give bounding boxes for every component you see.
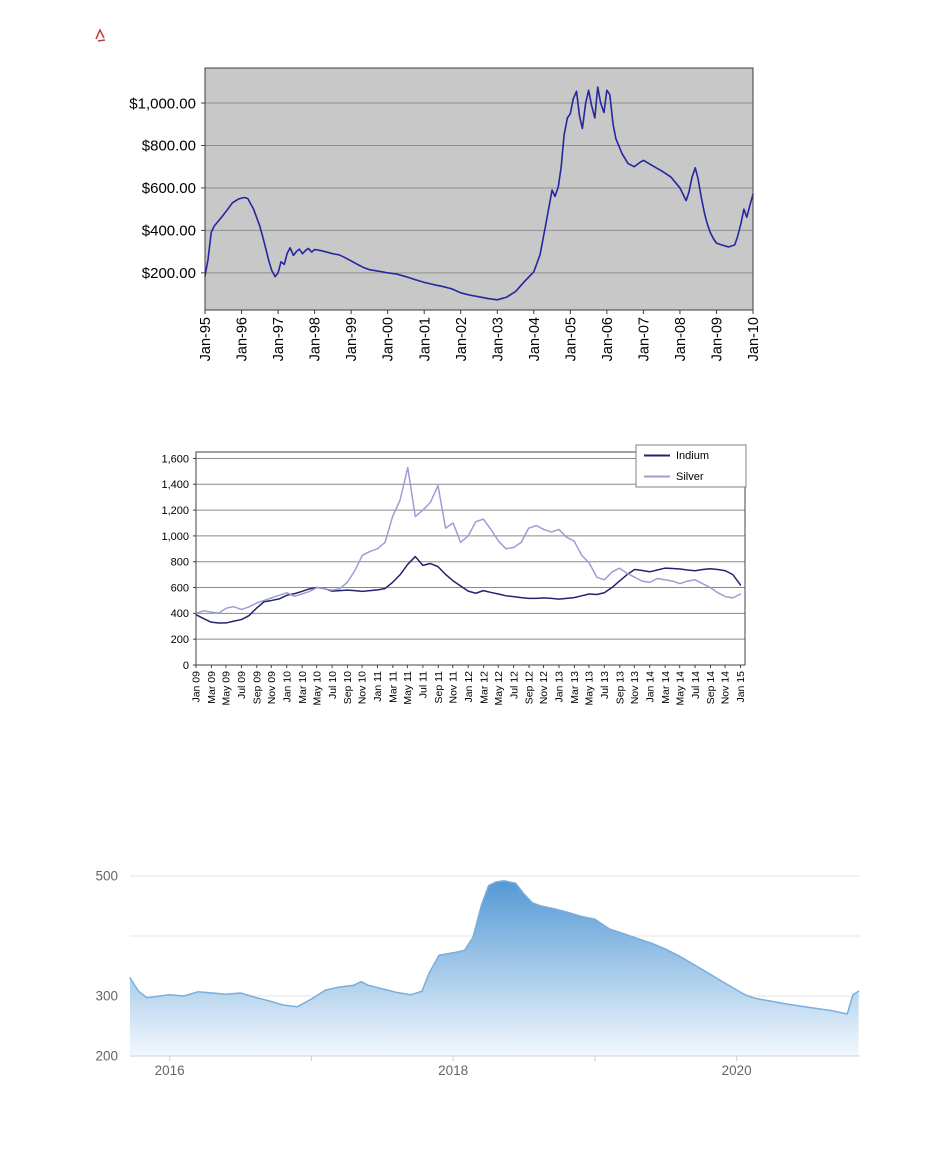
x-tick-label: Jul 10 (327, 671, 339, 699)
x-tick-label: Jan 09 (191, 671, 203, 703)
x-tick-label: May 09 (221, 671, 233, 706)
series-line-value (129, 880, 860, 1015)
x-tick-label: Nov 14 (720, 671, 732, 704)
x-tick-label: Sep 12 (524, 671, 536, 704)
x-tick-label: Mar 09 (206, 671, 218, 704)
x-tick-label: Nov 11 (447, 671, 459, 704)
series-line-price (204, 86, 754, 301)
x-tick-label: Jan 12 (463, 671, 475, 703)
x-tick-label: Jul 13 (599, 671, 611, 699)
red-artifact (95, 28, 106, 42)
dollar-price-line-chart-canvas: $200.00 $400.00 $600.00 $800.00 $1,000.00 Jan… (129, 67, 762, 361)
x-tick-label: Jan 11 (372, 671, 384, 702)
x-tick-label: Sep 11 (433, 671, 445, 704)
x-tick-label: Jan-08 (673, 317, 689, 361)
y-tick-label: 0 (183, 660, 189, 672)
x-tick-label: Jan-10 (746, 317, 762, 361)
x-tick-label: Jan-04 (527, 317, 543, 361)
x-tick-label: May 12 (493, 671, 505, 706)
y-tick-label: $200.00 (142, 265, 196, 282)
x-tick-label: Jul 11 (418, 671, 430, 698)
x-tick-label: Jan-96 (235, 317, 251, 361)
plot-border (204, 67, 754, 311)
y-tick-label: $600.00 (142, 180, 196, 197)
x-tick-label: Jan-99 (344, 317, 360, 361)
y-tick-label: 300 (95, 989, 118, 1004)
y-tick-label: 1,200 (161, 505, 189, 517)
series-line-indium (195, 555, 742, 624)
x-tick-label: Jul 14 (690, 671, 702, 699)
x-tick-label: Sep 09 (251, 671, 263, 704)
y-tick-label: $800.00 (142, 138, 196, 155)
x-tick-label: Jan-05 (563, 317, 579, 361)
dollar-price-line-chart: $200.00 $400.00 $600.00 $800.00 $1,000.00 Jan… (60, 55, 780, 400)
x-tick-label: Nov 13 (629, 671, 641, 704)
x-tick-label: Jan-97 (271, 317, 287, 361)
y-tick-label: 1,400 (161, 479, 189, 491)
y-tick-label: 200 (171, 634, 189, 646)
x-tick-label: Sep 13 (614, 671, 626, 704)
plot-background (205, 68, 753, 310)
x-tick-label: Jul 12 (508, 671, 520, 699)
indium-silver-line-chart: 0 200 400 600 800 1,000 1,200 1,400 1,600 Jan 09 M… (140, 435, 780, 735)
y-tick-label: 1,600 (161, 453, 189, 465)
x-tick-label: Jan 10 (281, 671, 293, 703)
x-tick-label: Mar 10 (297, 671, 309, 704)
x-tick-label: May 10 (311, 671, 323, 706)
x-tick-label: May 14 (674, 671, 686, 706)
legend-box (635, 444, 747, 488)
y-tick-label: 600 (171, 582, 189, 594)
x-tick-label: May 13 (584, 671, 596, 706)
x-tick-label: Jan-00 (381, 317, 397, 361)
x-tick-label: Mar 13 (569, 671, 581, 704)
x-tick-label: Mar 14 (660, 671, 672, 704)
area-fill (130, 880, 859, 1056)
y-tick-label: $1,000.00 (129, 95, 196, 112)
y-tick-label: 200 (95, 1049, 118, 1064)
area-chart-2016-2020: 500 300 200 2016 2018 2020 (75, 845, 885, 1095)
x-tick-label: Jan-98 (308, 317, 324, 361)
y-tick-label: 1,000 (161, 531, 189, 543)
x-tick-label: Sep 10 (342, 671, 354, 704)
x-tick-label: Mar 12 (478, 671, 490, 704)
y-tick-label: 500 (95, 869, 118, 884)
series-line-silver (195, 466, 742, 615)
x-tick-label: Jan 13 (554, 671, 566, 703)
x-tick-label: Sep 14 (705, 671, 717, 704)
plot-border (195, 451, 746, 666)
x-tick-label: Jan 14 (644, 671, 656, 703)
x-tick-label: 2016 (155, 1063, 185, 1078)
x-tick-label: Nov 12 (538, 671, 550, 704)
legend-label-silver: Silver (676, 471, 704, 483)
x-tick-label: Nov 10 (357, 671, 369, 704)
x-tick-label: May 11 (402, 671, 414, 705)
y-tick-label: $400.00 (142, 223, 196, 240)
y-tick-label: 800 (171, 557, 189, 569)
x-tick-label: Jan-03 (490, 317, 506, 361)
area-chart-canvas: 500 300 200 2016 2018 2020 (95, 869, 860, 1078)
x-tick-label: 2018 (438, 1063, 468, 1078)
x-tick-label: Mar 11 (388, 671, 400, 703)
x-tick-label: Jan-95 (198, 317, 214, 361)
x-tick-label: Jan-09 (710, 317, 726, 361)
x-tick-label: Jan-01 (417, 317, 433, 361)
x-tick-label: Jan-06 (600, 317, 616, 361)
x-tick-label: Jul 09 (236, 671, 248, 699)
legend-label-indium: Indium (676, 450, 709, 462)
x-tick-label: Jan 15 (735, 671, 747, 703)
red-artifact-mark (95, 28, 106, 42)
x-tick-label: Jan-02 (454, 317, 470, 361)
x-tick-label: 2020 (722, 1063, 752, 1078)
x-tick-label: Jan-07 (636, 317, 652, 361)
y-tick-label: 400 (171, 608, 189, 620)
x-tick-label: Nov 09 (266, 671, 278, 704)
